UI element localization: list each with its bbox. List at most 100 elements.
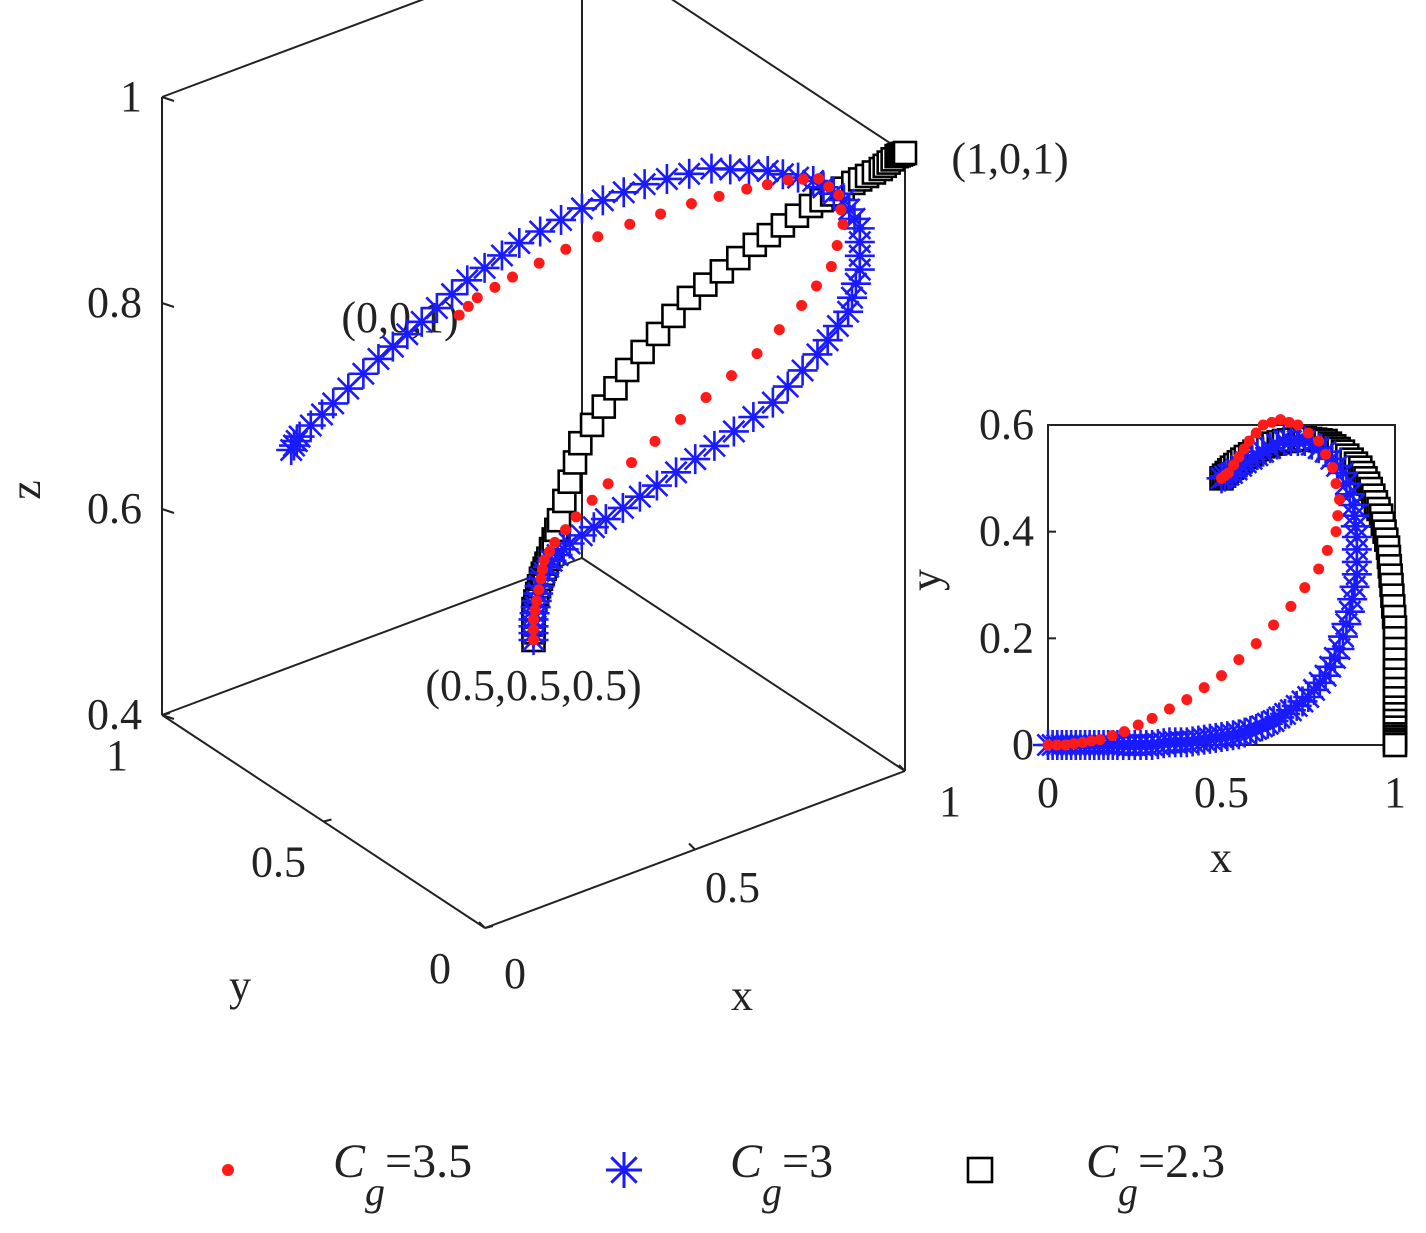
data-point — [773, 324, 785, 336]
inset-data-point — [1257, 419, 1269, 431]
data-point — [549, 536, 561, 548]
z-tick-label: 1 — [120, 72, 142, 121]
x-tick-label: 1 — [939, 777, 961, 826]
data-point-stroke — [664, 460, 688, 484]
data-point-stroke — [528, 219, 552, 244]
data-point — [796, 300, 808, 312]
data-point — [560, 243, 572, 255]
inset-y-tick-label: 0 — [1012, 720, 1034, 769]
data-point — [533, 584, 545, 596]
data-point-stroke — [718, 157, 742, 181]
inset-data-point — [1238, 443, 1250, 455]
data-point — [602, 478, 614, 490]
x-tick-label: 0 — [504, 949, 526, 998]
data-point — [751, 348, 763, 360]
legend-symbol: C — [333, 1135, 366, 1188]
z-tick — [161, 302, 175, 308]
data-point — [726, 370, 738, 382]
z-tick — [161, 714, 175, 720]
data-point — [797, 173, 809, 185]
data-point — [489, 281, 501, 293]
inset-data-point — [1285, 600, 1297, 612]
data-point — [471, 292, 483, 304]
x-tick — [478, 921, 486, 929]
data-point — [738, 402, 769, 433]
data-point — [543, 545, 555, 557]
y-axis-title: y — [229, 961, 251, 1010]
inset-data-point — [1094, 734, 1106, 746]
z-tick — [161, 96, 175, 102]
data-point-stroke — [473, 256, 497, 280]
box-edge — [581, 557, 906, 772]
inset-x-axis-title: x — [1210, 833, 1232, 882]
data-point-stroke — [594, 507, 618, 531]
data-point-stroke — [677, 162, 701, 186]
y-tick — [161, 712, 171, 716]
data-point — [377, 331, 408, 362]
data-point — [529, 604, 541, 616]
data-point — [559, 524, 571, 536]
point-annotation: (1,0,1) — [951, 134, 1068, 183]
data-point-stroke — [741, 405, 765, 429]
data-point-stroke — [816, 328, 840, 352]
data-point — [528, 613, 539, 625]
data-point — [761, 179, 773, 191]
data-point — [462, 300, 474, 312]
legend-symbol: C — [730, 1135, 763, 1188]
data-point — [531, 595, 543, 607]
z-tick-label: 0.6 — [87, 484, 142, 533]
legend-marker — [222, 1164, 234, 1176]
inset-data-point — [1233, 654, 1245, 666]
y-tick-label: 0 — [429, 944, 451, 993]
legend-symbol: C — [1086, 1135, 1119, 1188]
data-point — [566, 193, 597, 224]
inset-x-tick-label: 0 — [1037, 768, 1059, 817]
data-point — [810, 280, 822, 292]
data-point — [507, 271, 518, 283]
data-point — [587, 185, 618, 216]
data-point — [525, 216, 556, 247]
inset-data-point — [1330, 526, 1342, 538]
legend: Cg=3.5 Cg=3 Cg=2.3 — [222, 1135, 1225, 1214]
data-point — [535, 573, 547, 585]
series-star — [276, 153, 875, 655]
inset-data-point — [1333, 494, 1345, 506]
data-point — [718, 416, 749, 447]
x-tick — [898, 764, 906, 772]
x-tick-label: 0.5 — [705, 863, 760, 912]
inset-data-point — [1068, 738, 1080, 750]
legend-marker — [966, 1156, 994, 1184]
z-tick — [161, 508, 175, 514]
z-tick-label: 0.4 — [87, 690, 142, 739]
legend-item: Cg=2.3 — [966, 1135, 1225, 1214]
data-point — [837, 218, 849, 230]
data-point — [528, 634, 539, 646]
data-point-stroke — [836, 300, 860, 324]
data-point — [713, 190, 725, 202]
data-point — [641, 470, 672, 501]
data-point — [661, 457, 692, 488]
inset-data-point — [1330, 478, 1342, 490]
inset-data-point — [1181, 694, 1193, 706]
inset-data-point — [1250, 427, 1262, 439]
data-point — [674, 413, 686, 425]
data-point-stroke — [381, 335, 405, 359]
legend-value: =3.5 — [385, 1135, 472, 1188]
data-point — [741, 183, 753, 195]
data-point — [733, 155, 764, 186]
data-point-stroke — [722, 419, 746, 443]
data-point — [626, 457, 638, 469]
inset-data-point — [1302, 427, 1314, 439]
inset-series-dot — [1042, 414, 1345, 751]
y-tick — [323, 818, 332, 823]
y-tick-label: 0.5 — [251, 838, 306, 887]
inset-data-point — [1059, 739, 1071, 751]
data-point-stroke — [507, 231, 531, 255]
inset-data-point — [1299, 582, 1311, 594]
data-point-stroke — [805, 342, 829, 366]
inset-y-tick-label: 0.2 — [979, 613, 1034, 662]
data-point — [833, 189, 845, 201]
legend-subscript: g — [762, 1169, 782, 1214]
data-point-stroke — [655, 167, 679, 191]
